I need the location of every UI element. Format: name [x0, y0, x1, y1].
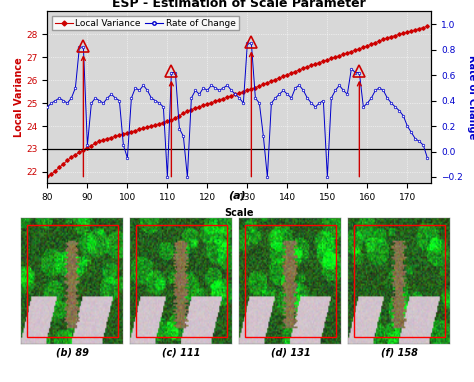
Bar: [245, 225, 336, 337]
Local Variance: [392, 33, 398, 38]
Local Variance: [45, 174, 50, 179]
Text: (f) 158: (f) 158: [381, 347, 418, 357]
Local Variance: [237, 91, 242, 96]
Rate of Change: [212, 86, 218, 90]
Rate of Change: [256, 101, 262, 105]
Rate of Change: [425, 155, 430, 160]
Bar: [27, 225, 118, 337]
Line: Rate of Change: Rate of Change: [46, 42, 428, 178]
Rate of Change: [45, 105, 50, 109]
Local Variance: [209, 100, 214, 105]
Y-axis label: Rate of Change: Rate of Change: [467, 55, 474, 139]
Rate of Change: [240, 101, 246, 105]
Rate of Change: [245, 41, 250, 45]
Text: (a): (a): [228, 191, 246, 201]
Local Variance: [248, 87, 254, 91]
Legend: Local Variance, Rate of Change: Local Variance, Rate of Change: [52, 16, 239, 31]
Rate of Change: [97, 98, 102, 103]
Local Variance: [425, 24, 430, 29]
Line: Local Variance: Local Variance: [46, 25, 428, 178]
Rate of Change: [164, 175, 170, 179]
Local Variance: [97, 139, 102, 143]
Bar: [354, 225, 445, 337]
Text: (c) 111: (c) 111: [162, 347, 201, 357]
X-axis label: Scale: Scale: [225, 208, 254, 218]
Rate of Change: [153, 98, 158, 103]
Text: (d) 131: (d) 131: [271, 347, 310, 357]
Local Variance: [153, 123, 158, 127]
Bar: [136, 225, 227, 337]
Text: (b) 89: (b) 89: [56, 347, 89, 357]
Title: ESP - Estimation of Scale Parameter: ESP - Estimation of Scale Parameter: [112, 0, 366, 10]
Y-axis label: Local Variance: Local Variance: [14, 58, 24, 137]
Rate of Change: [401, 113, 406, 118]
